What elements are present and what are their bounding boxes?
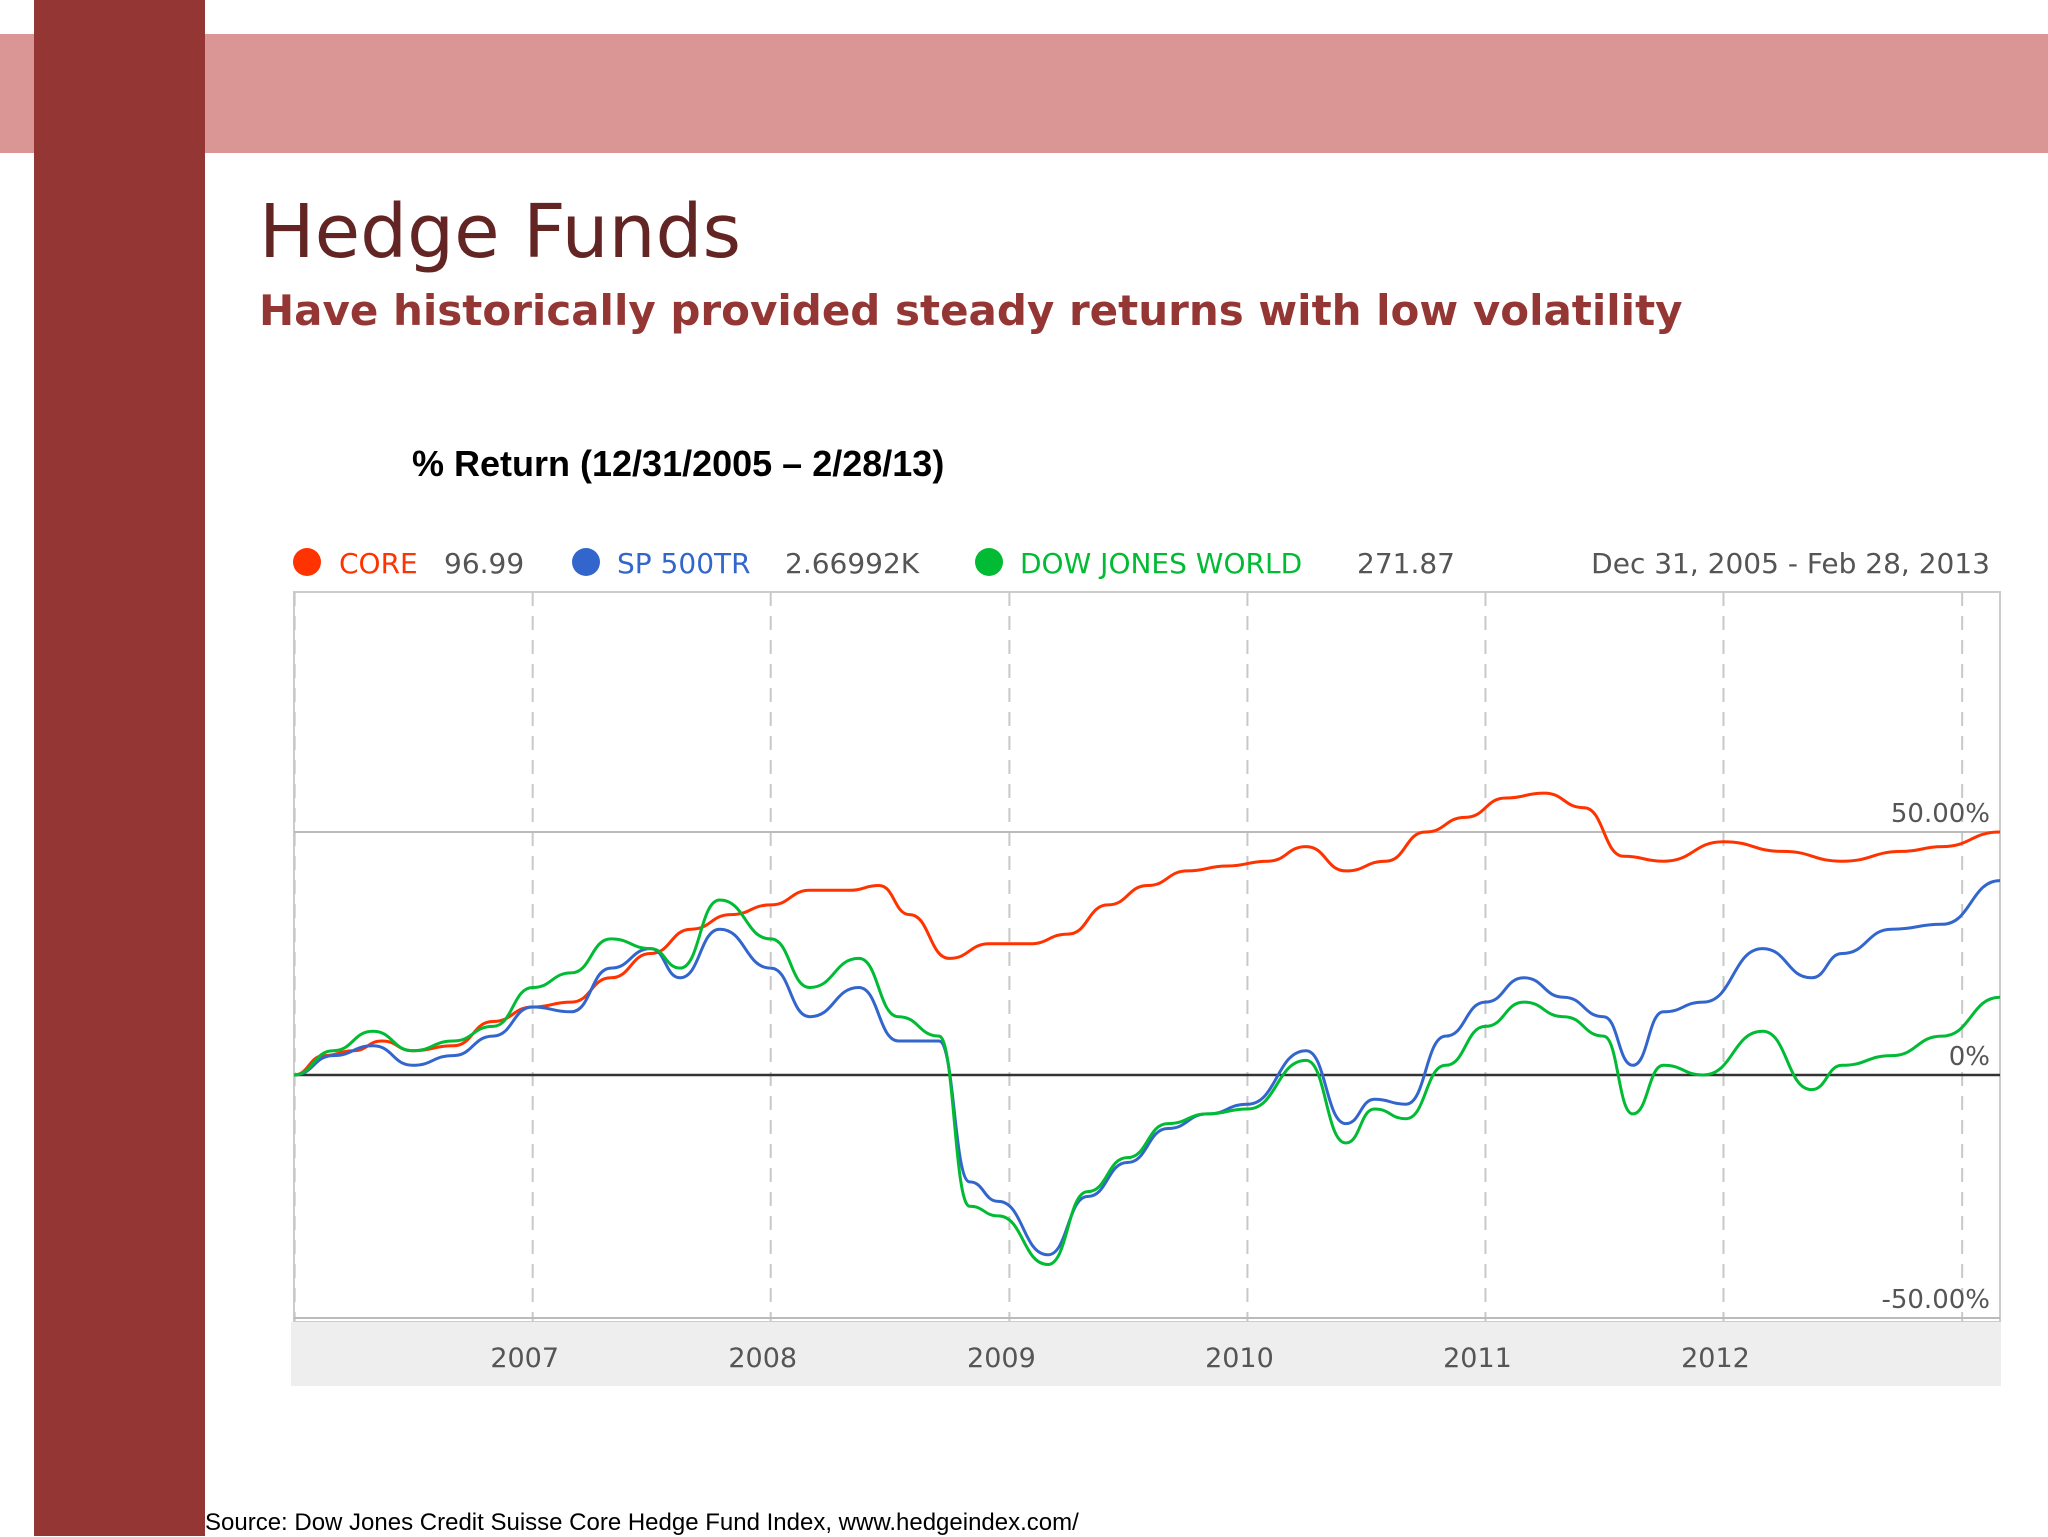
legend-label-core: CORE: [339, 547, 418, 580]
legend-value-sp500tr: 2.66992K: [785, 547, 920, 580]
legend-marker-core: [293, 548, 321, 576]
slide-title: Hedge Funds: [259, 189, 742, 275]
x-tick-label: 2012: [1681, 1343, 1750, 1374]
series-line-dow-jones-world: [293, 898, 2001, 1266]
x-axis-band: [291, 1322, 2001, 1386]
header-band: [0, 34, 2048, 153]
source-note: Source: Dow Jones Credit Suisse Core Hed…: [205, 1509, 1079, 1536]
y-tick-label: 50.00%: [1891, 799, 1990, 829]
chart-legend: CORE 96.99 SP 500TR 2.66992K DOW JONES W…: [293, 547, 1990, 580]
x-tick-label: 2007: [490, 1343, 559, 1374]
x-tick-label: 2008: [728, 1343, 797, 1374]
grid: [293, 592, 2000, 1322]
left-pillar: [34, 0, 205, 1536]
y-tick-label: 0%: [1949, 1042, 1990, 1072]
x-axis-labels: 2007 2008 2009 2010 2011 2012: [490, 1343, 1750, 1374]
line-chart: CORE 96.99 SP 500TR 2.66992K DOW JONES W…: [291, 547, 2001, 1386]
legend-value-dow-jones-world: 271.87: [1357, 547, 1455, 580]
x-tick-label: 2010: [1205, 1343, 1274, 1374]
x-tick-label: 2011: [1443, 1343, 1512, 1374]
y-axis-labels: 50.00% 0% -50.00%: [1881, 799, 1990, 1315]
x-tick-label: 2009: [967, 1343, 1036, 1374]
series-group: [293, 791, 2001, 1266]
series-line-sp-500tr: [293, 879, 2001, 1257]
legend-marker-dow-jones-world: [975, 548, 1003, 576]
legend-marker-sp500tr: [572, 548, 600, 576]
plot-area: [293, 591, 2001, 1323]
legend-label-dow-jones-world: DOW JONES WORLD: [1020, 547, 1302, 580]
chart-heading: % Return (12/31/2005 – 2/28/13): [412, 443, 945, 484]
y-tick-label: -50.00%: [1881, 1285, 1990, 1315]
slide-subtitle: Have historically provided steady return…: [259, 286, 1683, 335]
legend-value-core: 96.99: [444, 547, 524, 580]
chart-date-range: Dec 31, 2005 - Feb 28, 2013: [1591, 547, 1990, 580]
legend-label-sp500tr: SP 500TR: [617, 547, 751, 580]
